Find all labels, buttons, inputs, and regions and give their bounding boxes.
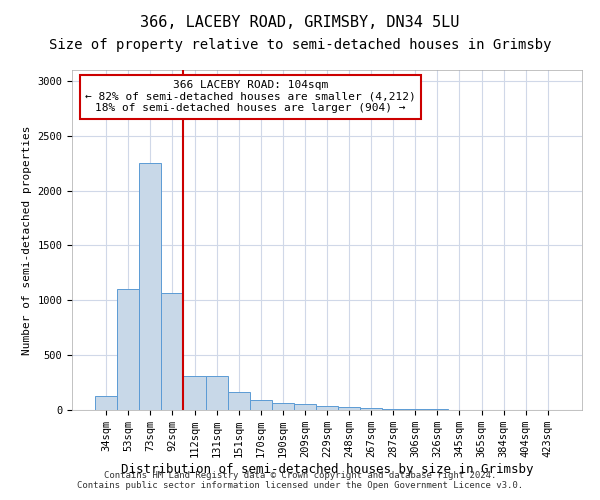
Bar — [95, 396, 117, 410]
Text: 366, LACEBY ROAD, GRIMSBY, DN34 5LU: 366, LACEBY ROAD, GRIMSBY, DN34 5LU — [140, 15, 460, 30]
Bar — [272, 403, 294, 410]
Text: 366 LACEBY ROAD: 104sqm
← 82% of semi-detached houses are smaller (4,212)
18% of: 366 LACEBY ROAD: 104sqm ← 82% of semi-de… — [85, 80, 416, 114]
Text: Size of property relative to semi-detached houses in Grimsby: Size of property relative to semi-detach… — [49, 38, 551, 52]
Bar — [206, 376, 227, 410]
Text: Contains HM Land Registry data © Crown copyright and database right 2024.
Contai: Contains HM Land Registry data © Crown c… — [77, 470, 523, 490]
Bar — [184, 376, 206, 410]
Y-axis label: Number of semi-detached properties: Number of semi-detached properties — [22, 125, 32, 355]
Bar — [250, 400, 272, 410]
Bar — [360, 408, 382, 410]
Bar — [294, 404, 316, 410]
X-axis label: Distribution of semi-detached houses by size in Grimsby: Distribution of semi-detached houses by … — [121, 463, 533, 476]
Bar — [316, 406, 338, 410]
Bar — [117, 290, 139, 410]
Bar — [139, 163, 161, 410]
Bar — [404, 409, 427, 410]
Bar — [227, 392, 250, 410]
Bar — [161, 292, 184, 410]
Bar — [338, 406, 360, 410]
Bar — [382, 409, 404, 410]
